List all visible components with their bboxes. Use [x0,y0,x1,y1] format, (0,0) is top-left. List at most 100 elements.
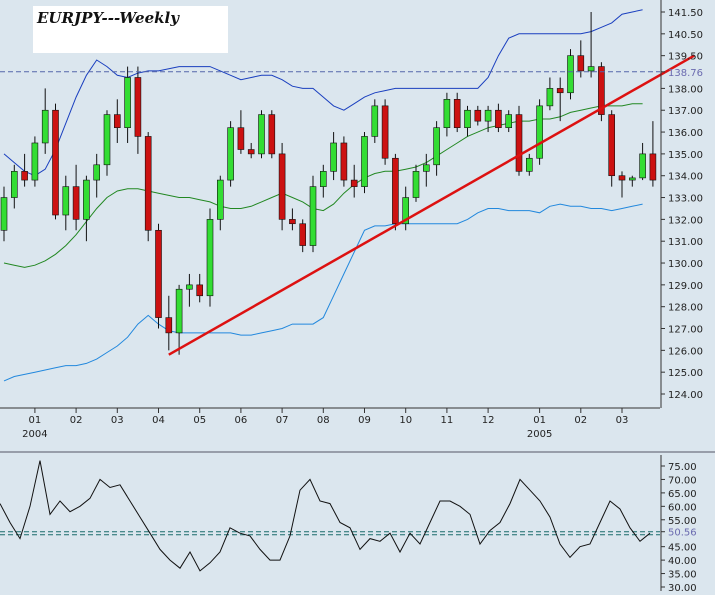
candle [587,12,595,78]
candle [443,92,451,137]
candle-body [52,109,59,216]
x-tick-label: 05 [193,415,206,426]
candle [247,142,255,159]
candle-body [361,136,368,187]
y-tick-label: 135.00 [668,150,703,161]
candle [412,164,420,202]
candle-body [495,109,502,128]
candle [402,186,410,231]
candle-body [11,171,18,198]
candle-body [587,66,595,72]
candle-body [41,109,49,144]
candle [237,110,245,154]
moving-average-line [3,103,643,268]
osc-y-tick-label: 45.00 [668,543,697,554]
candle-body [639,153,646,179]
y-tick-label: 138.76 [668,68,703,79]
osc-y-tick-label: 35.00 [668,570,697,581]
candle-body [72,186,80,220]
candle-body [556,88,564,94]
candle [21,153,28,187]
y-tick-label: 141.50 [668,8,703,19]
candle [186,273,193,307]
candle [175,284,183,355]
osc-y-tick-label: 50.56 [668,528,697,539]
candle [639,142,646,181]
x-tick-label: 02 [574,415,587,426]
candle [62,175,70,231]
candle [649,121,657,187]
candle [144,132,152,242]
candle [381,99,389,165]
candle [52,103,59,220]
candle-body [567,55,574,94]
candle-body [649,153,657,181]
candle-body [299,223,307,246]
candle-body [114,114,121,128]
x-tick-label: 11 [441,415,454,426]
candle [289,208,296,231]
candle [206,208,214,307]
x-tick-label: 07 [276,415,289,426]
osc-y-tick-label: 75.00 [668,462,697,473]
chart-title-box: EURJPY---Weekly [33,6,228,53]
candle [505,110,513,133]
candle-body [474,109,482,122]
y-tick-label: 136.00 [668,128,703,139]
y-tick-label: 137.00 [668,106,703,117]
upper-band-line [3,9,643,177]
osc-y-tick-label: 40.00 [668,556,697,567]
candle-body [412,171,420,198]
y-tick-label: 130.00 [668,259,703,270]
candle-body [453,99,461,128]
candle-body [350,179,358,187]
candle [83,175,90,242]
y-tick-label: 139.50 [668,52,703,63]
y-tick-label: 138.00 [668,84,703,95]
candle-body [392,157,399,225]
lower-band-line [3,203,643,382]
candle [484,105,492,133]
y-tick-label: 128.00 [668,303,703,314]
candle [474,105,482,126]
x-tick-label: 03 [616,415,629,426]
candle-body [237,127,245,150]
y-tick-label: 129.00 [668,281,703,292]
candle-body [608,114,616,177]
candle [546,77,554,111]
candle [103,110,111,176]
candle-body [155,229,162,318]
osc-y-tick-label: 70.00 [668,475,697,486]
candle [0,186,8,242]
candle-body [577,55,585,72]
candle-body [0,197,8,231]
candle [392,153,399,231]
candle-body [289,219,296,225]
candle-body [144,136,152,231]
candle-body [258,114,265,155]
candle [536,99,543,165]
candle-body [443,99,451,128]
candle-body [433,127,440,166]
candle [330,132,337,181]
candle-body [186,284,193,290]
candle-body [515,114,523,172]
candle-body [175,288,183,334]
candle-body [31,142,39,181]
candle-body [134,77,142,137]
y-tick-label: 127.00 [668,325,703,336]
trendline [168,54,695,356]
x-tick-label: 12 [482,415,495,426]
candle [217,175,224,231]
candle-body [268,114,276,155]
candle-body [309,186,317,246]
candle [618,171,626,198]
candle-body [21,171,28,181]
candle [309,175,317,253]
candle [165,295,173,351]
candle [340,136,348,187]
candle [268,110,276,159]
candle [134,66,142,154]
candle-body [217,179,224,220]
